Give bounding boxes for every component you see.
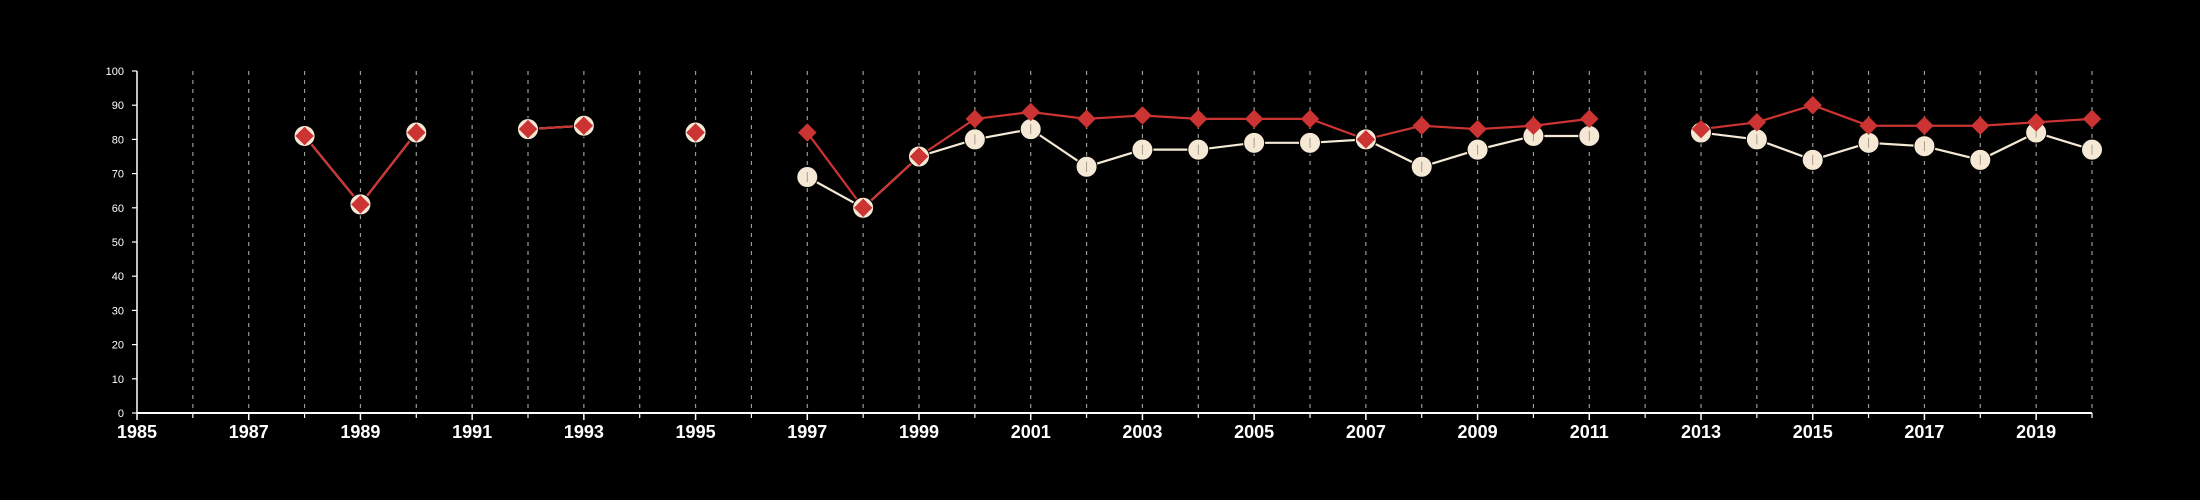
diamond-marker-1989 [351, 195, 370, 214]
diamond-marker-1998 [853, 198, 873, 218]
diamond-marker-2008 [1412, 116, 1432, 136]
diamond-marker-2007 [1356, 130, 1376, 149]
diamond-marker-2003 [1133, 106, 1152, 125]
diamond-marker-2015 [1803, 95, 1823, 115]
y-tick-label-60: 60 [112, 203, 124, 215]
diamond-marker-2002 [1077, 109, 1096, 129]
y-tick-label-90: 90 [112, 100, 124, 112]
y-tick-label-70: 70 [112, 169, 124, 181]
y-tick-label-50: 50 [112, 237, 124, 249]
diamond-marker-2005 [1244, 109, 1264, 129]
x-tick-label-1989: 1989 [340, 422, 380, 442]
x-tick-label-1991: 1991 [452, 422, 492, 442]
x-tick-label-2011: 2011 [1570, 422, 1609, 442]
diamond-marker-1988 [295, 126, 314, 146]
diamond-marker-2013 [1691, 119, 1711, 139]
diamond-marker-1990 [406, 123, 426, 142]
series-diamond-line-4 [1700, 104, 2093, 131]
x-tick-label-2009: 2009 [1458, 422, 1498, 442]
y-tick-label-100: 100 [106, 66, 124, 78]
x-tick-label-1995: 1995 [676, 422, 716, 442]
diamond-marker-2017 [1915, 116, 1934, 136]
axes: 0 10 20 30 40 50 60 70 80 90 100 1985 1987 1989 1991 19… [106, 66, 2093, 442]
diamond-marker-2004 [1188, 109, 1208, 129]
diamond-marker-1993 [574, 116, 594, 136]
y-tick-label-30: 30 [112, 305, 124, 317]
y-tick-label-0: 0 [118, 408, 124, 420]
x-tick-label-1987: 1987 [229, 422, 269, 442]
diamond-marker-1992 [518, 119, 538, 139]
diamond-marker-1999 [909, 147, 929, 166]
diamond-marker-2010 [1524, 116, 1543, 136]
y-tick-label-10: 10 [112, 374, 124, 386]
x-tick-label-1985: 1985 [117, 422, 157, 442]
y-tick-label-20: 20 [112, 340, 124, 352]
y-tick-label-40: 40 [112, 271, 124, 283]
x-tick-label-2019: 2019 [2016, 422, 2056, 442]
y-tick-label-80: 80 [112, 134, 124, 146]
diamond-marker-2011 [1579, 109, 1599, 129]
x-tick-label-2003: 2003 [1122, 422, 1162, 442]
x-tick-label-2017: 2017 [1904, 422, 1944, 442]
x-tick-label-2013: 2013 [1681, 422, 1721, 442]
diamond-marker-2009 [1468, 119, 1487, 139]
x-tick-label-1997: 1997 [787, 422, 827, 442]
x-tick-label-2007: 2007 [1346, 422, 1386, 442]
diamond-marker-2016 [1859, 116, 1878, 136]
diamond-marker-2000 [965, 109, 985, 129]
x-tick-label-2005: 2005 [1234, 422, 1274, 442]
diamond-marker-2001 [1021, 102, 1041, 122]
diamond-marker-2020 [2082, 109, 2102, 129]
diamond-marker-2019 [2026, 112, 2046, 132]
x-tick-label-2015: 2015 [1793, 422, 1833, 442]
series-area [293, 95, 2103, 219]
diamond-marker-1995 [686, 123, 705, 142]
x-tick-label-1999: 1999 [899, 422, 939, 442]
diamond-marker-2006 [1300, 109, 1320, 129]
x-tick-label-2001: 2001 [1011, 422, 1051, 442]
diamond-marker-2014 [1747, 112, 1767, 132]
diamond-marker-2018 [1970, 116, 1990, 136]
x-tick-label-1993: 1993 [564, 422, 604, 442]
diamond-marker-1997 [797, 123, 817, 142]
